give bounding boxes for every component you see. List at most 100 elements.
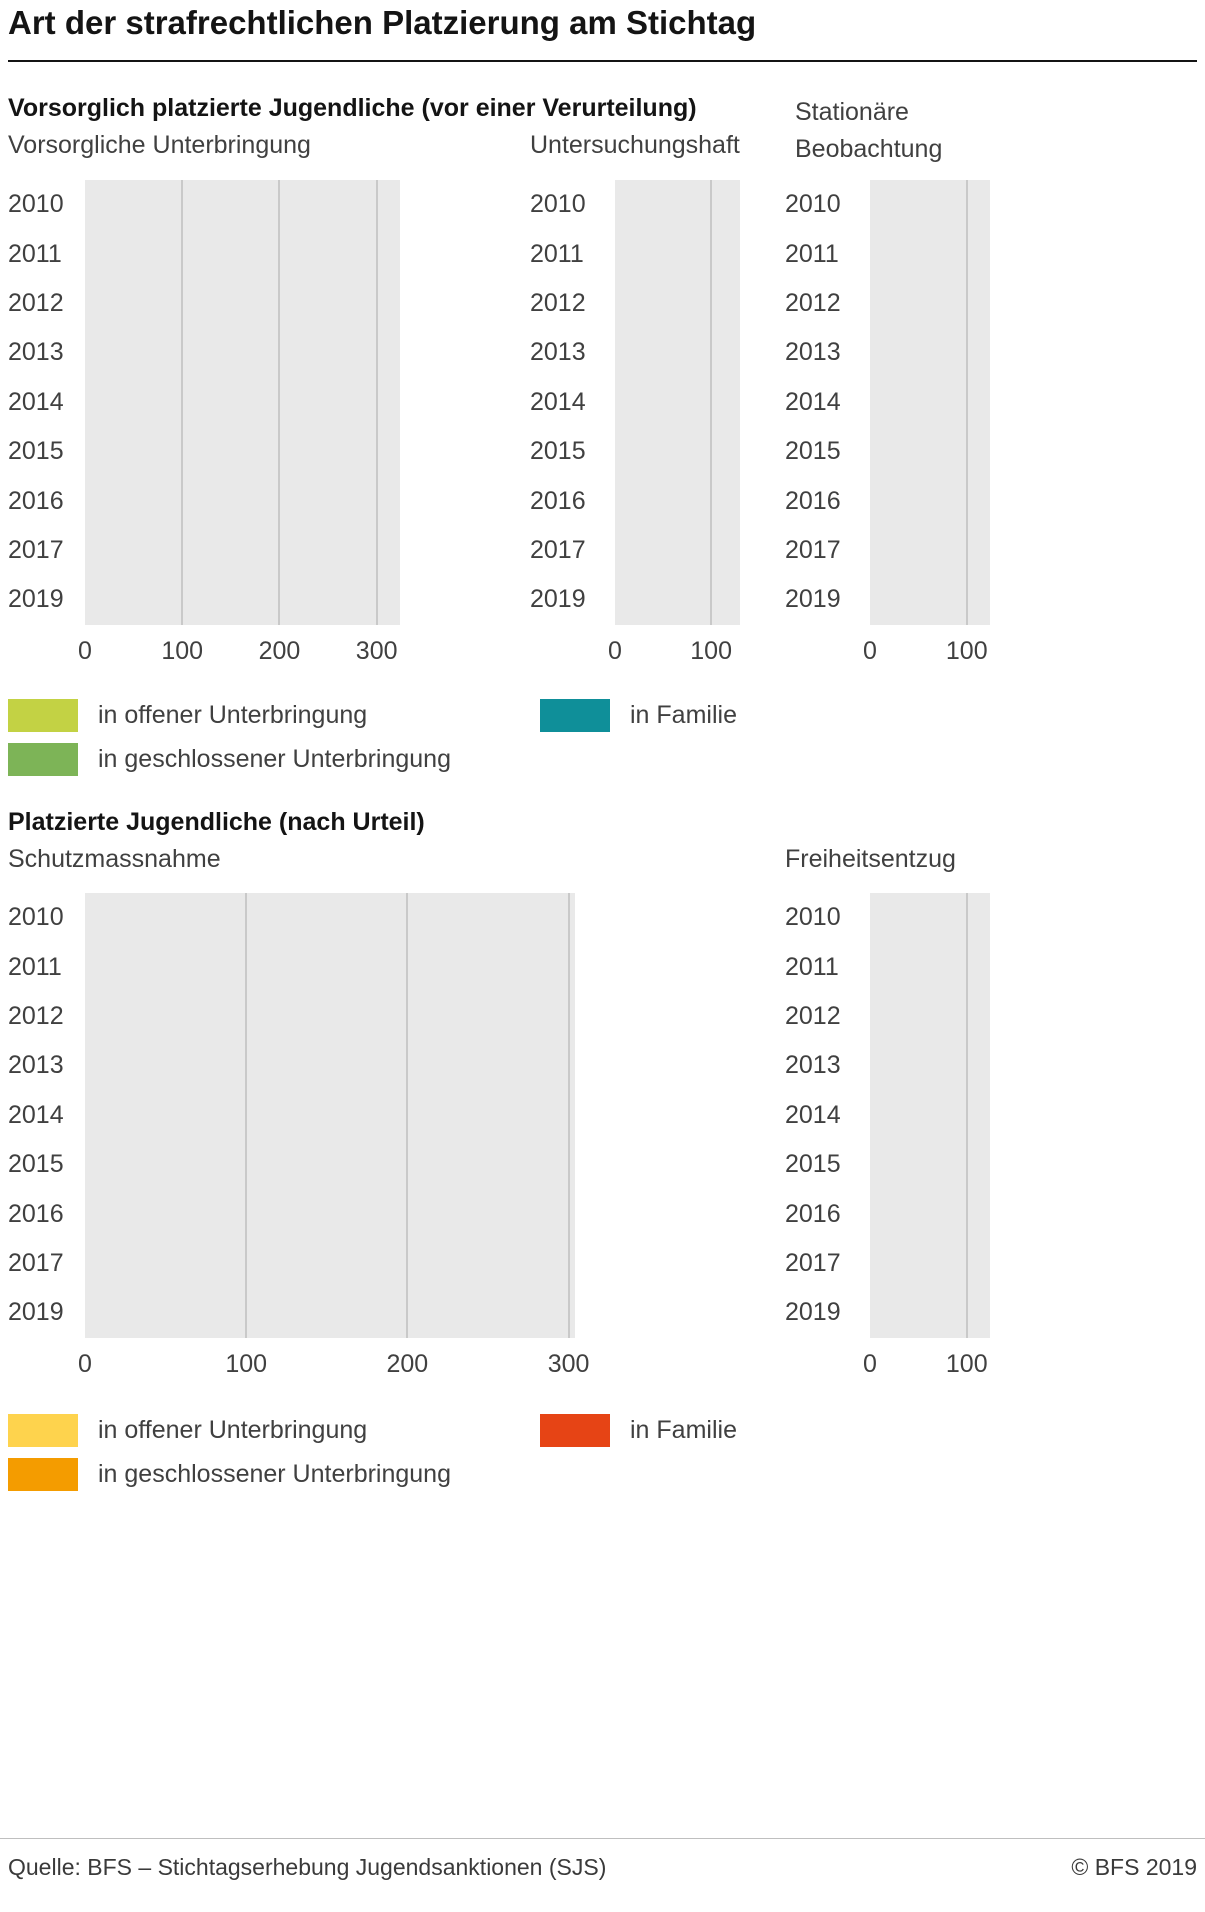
gridline bbox=[181, 525, 184, 576]
gridline bbox=[181, 180, 184, 230]
category-label: 2013 bbox=[785, 338, 841, 367]
gridline bbox=[375, 525, 378, 576]
chart-row: 2015 bbox=[530, 426, 740, 477]
chart-title-freiheitsentzug: Freiheitsentzug bbox=[785, 845, 956, 873]
chart-row: 2013 bbox=[8, 328, 400, 378]
category-label: 2017 bbox=[8, 1248, 64, 1277]
category-label: 2012 bbox=[8, 288, 64, 317]
chart-schutzmassnahme: 2010 2011 2012 2013 2014 2015 2016 2017 2019 0 100… bbox=[8, 893, 589, 1380]
gridline bbox=[965, 278, 968, 329]
chart-vorsorgliche-unterbringung: 2010 2011 2012 2013 2014 2015 2016 2017 2019 0 100… bbox=[8, 180, 400, 667]
chart-row: 2017 bbox=[530, 525, 740, 576]
chart-row: 2013 bbox=[785, 328, 990, 378]
plot-area bbox=[615, 229, 740, 279]
legend-swatch-geschlossen-orange bbox=[8, 1458, 78, 1491]
chart-row: 2012 bbox=[8, 278, 400, 329]
category-label: 2013 bbox=[8, 1051, 64, 1080]
legend-item-geschlossen-urteil: in geschlossener Unterbringung bbox=[8, 1458, 451, 1491]
axis-ticks: 0 100 200 300 bbox=[78, 1349, 589, 1380]
plot-area bbox=[615, 575, 740, 625]
legend-swatch-offen-green bbox=[8, 699, 78, 732]
category-label: 2019 bbox=[8, 1298, 64, 1327]
chart-row: 2011 bbox=[8, 229, 400, 279]
chart-row: 2015 bbox=[8, 1139, 575, 1190]
gridline bbox=[710, 426, 713, 477]
category-label: 2017 bbox=[530, 535, 586, 564]
axis-spacer bbox=[530, 637, 615, 667]
gridline bbox=[375, 328, 378, 378]
gridline bbox=[710, 229, 713, 279]
plot-area bbox=[870, 426, 990, 477]
plot-area bbox=[85, 1288, 575, 1338]
legend-swatch-geschlossen-green bbox=[8, 743, 78, 776]
x-axis: 0 100 200 300 bbox=[8, 637, 400, 667]
gridline bbox=[245, 1041, 248, 1091]
chart-row: 2012 bbox=[8, 991, 575, 1042]
chart-row: 2012 bbox=[785, 991, 990, 1042]
plot-area bbox=[85, 476, 400, 526]
axis-ticks: 0 100 bbox=[863, 1350, 990, 1380]
gridline bbox=[406, 1090, 409, 1140]
chart-row: 2016 bbox=[8, 476, 400, 526]
gridline bbox=[245, 1288, 248, 1338]
category-label: 2016 bbox=[785, 486, 841, 515]
gridline bbox=[245, 991, 248, 1042]
gridline bbox=[965, 1238, 968, 1289]
chart-row: 2013 bbox=[530, 328, 740, 378]
chart-row: 2012 bbox=[530, 278, 740, 329]
gridline bbox=[406, 1041, 409, 1091]
chart-row: 2011 bbox=[8, 942, 575, 992]
chart-row: 2010 bbox=[530, 180, 740, 230]
plot-area bbox=[615, 476, 740, 526]
category-label: 2016 bbox=[530, 486, 586, 515]
chart-row: 2019 bbox=[785, 575, 990, 625]
gridline bbox=[181, 575, 184, 625]
gridline bbox=[710, 575, 713, 625]
plot-area bbox=[870, 575, 990, 625]
plot-area bbox=[85, 1041, 575, 1091]
chart-row: 2015 bbox=[8, 426, 400, 477]
gridline bbox=[245, 893, 248, 943]
legend-label: in Familie bbox=[630, 701, 737, 729]
gridline bbox=[406, 1238, 409, 1289]
legend-swatch-familie-teal bbox=[540, 699, 610, 732]
axis-tick-label: 0 bbox=[78, 1349, 92, 1378]
gridline bbox=[965, 328, 968, 378]
gridline bbox=[181, 278, 184, 329]
x-axis: 0 100 200 300 bbox=[8, 1349, 589, 1380]
legend-label: in Familie bbox=[630, 1416, 737, 1444]
category-label: 2015 bbox=[530, 437, 586, 466]
axis-tick-label: 300 bbox=[547, 1349, 590, 1378]
plot-area bbox=[870, 1090, 990, 1140]
plot-area bbox=[870, 525, 990, 576]
gridline bbox=[965, 942, 968, 992]
gridline bbox=[567, 1041, 570, 1091]
plot-area bbox=[85, 1090, 575, 1140]
section2-heading: Platzierte Jugendliche (nach Urteil) bbox=[8, 808, 425, 836]
chart-row: 2016 bbox=[785, 476, 990, 526]
chart-row: 2014 bbox=[8, 1090, 575, 1140]
plot-area bbox=[85, 893, 575, 943]
category-label: 2011 bbox=[785, 239, 839, 268]
legend-item-geschlossen-vorsorglich: in geschlossener Unterbringung bbox=[8, 743, 451, 776]
footer-copyright: © BFS 2019 bbox=[1071, 1854, 1197, 1880]
category-label: 2015 bbox=[785, 1150, 841, 1179]
plot-area bbox=[870, 278, 990, 329]
plot-area bbox=[85, 942, 575, 992]
x-axis: 0 100 bbox=[785, 1350, 990, 1380]
plot-area bbox=[870, 1041, 990, 1091]
gridline bbox=[375, 377, 378, 427]
axis-spacer bbox=[785, 637, 870, 667]
category-label: 2011 bbox=[785, 952, 839, 981]
gridline bbox=[278, 525, 281, 576]
plot-area bbox=[85, 575, 400, 625]
legend-swatch-offen-yellow bbox=[8, 1414, 78, 1447]
axis-tick-label: 200 bbox=[386, 1349, 429, 1378]
chart-row: 2010 bbox=[8, 893, 575, 943]
gridline bbox=[710, 278, 713, 329]
gridline bbox=[567, 1189, 570, 1239]
gridline bbox=[567, 1139, 570, 1190]
gridline bbox=[245, 1139, 248, 1190]
page-title: Art der strafrechtlichen Platzierung am … bbox=[8, 4, 757, 41]
